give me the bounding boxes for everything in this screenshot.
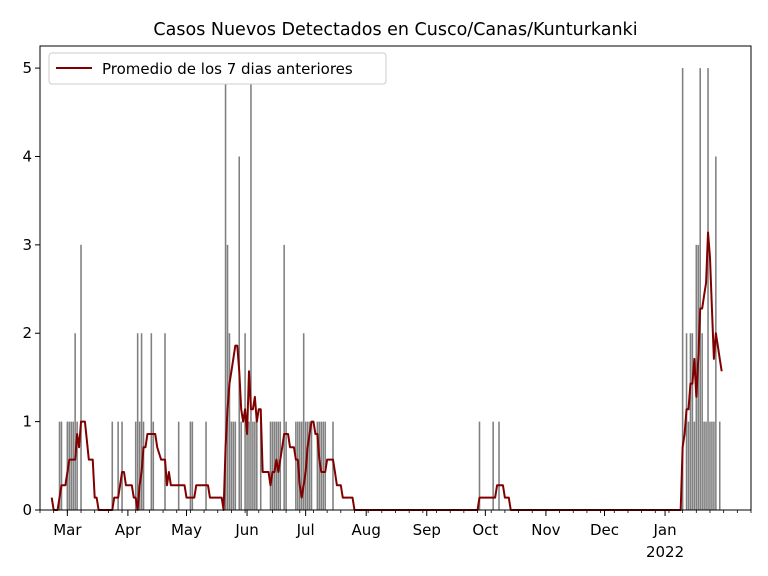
bar — [302, 333, 305, 510]
bar — [718, 421, 721, 510]
bar — [240, 421, 242, 510]
bar — [111, 421, 114, 510]
bar — [699, 68, 701, 510]
bar — [269, 421, 272, 510]
bar — [80, 244, 82, 511]
bar — [295, 421, 297, 510]
x-tick-label: Apr — [115, 521, 142, 539]
bar — [72, 421, 74, 510]
bar — [300, 421, 303, 510]
chart-title: Casos Nuevos Detectados en Cusco/Canas/K… — [153, 20, 637, 40]
bar — [177, 421, 180, 510]
bar — [142, 421, 145, 510]
bar — [117, 421, 119, 510]
y-tick-label: 2 — [22, 324, 32, 342]
bar — [136, 333, 139, 510]
bar — [74, 333, 76, 510]
bar — [164, 333, 166, 510]
bar — [248, 421, 250, 510]
bar — [705, 421, 707, 510]
bar — [306, 421, 309, 510]
legend-label: Promedio de los 7 dias anteriores — [102, 60, 353, 78]
y-tick-label: 5 — [22, 59, 32, 77]
x-tick-label: Jul — [296, 521, 315, 539]
x-tick-label: Mar — [53, 521, 82, 539]
bar — [254, 421, 256, 510]
bar — [234, 421, 237, 510]
y-axis: 0 1 2 3 4 5 — [22, 59, 40, 519]
bar — [310, 421, 313, 510]
bar — [283, 244, 285, 511]
y-tick-label: 4 — [22, 147, 32, 165]
x-tick-label: Dec — [590, 521, 619, 539]
bar — [121, 421, 123, 510]
bar — [246, 421, 248, 510]
bar — [322, 421, 325, 510]
bar — [681, 68, 684, 510]
bar — [226, 244, 229, 511]
x-tick-label: Jan — [652, 521, 676, 539]
bar — [238, 156, 241, 511]
bar — [689, 333, 692, 510]
bar — [478, 421, 481, 510]
x-tick-label: Aug — [352, 521, 381, 539]
bar — [70, 421, 73, 510]
x-tick-label: Nov — [531, 521, 560, 539]
bar — [693, 421, 696, 510]
bar — [285, 421, 287, 510]
legend: Promedio de los 7 dias anteriores — [48, 52, 387, 85]
bar — [140, 333, 143, 510]
bar — [713, 421, 715, 510]
bar — [76, 421, 78, 510]
bar — [256, 421, 258, 510]
bar — [308, 421, 311, 510]
bar — [703, 421, 705, 510]
x-tick-label: Sep — [413, 521, 441, 539]
bar — [60, 421, 63, 510]
bar — [271, 421, 274, 510]
x-tick-label: Jun — [234, 521, 258, 539]
bar — [250, 68, 252, 510]
bar — [691, 333, 694, 510]
bar — [709, 421, 711, 510]
legend-box — [48, 52, 387, 85]
bar — [138, 421, 141, 510]
y-tick-label: 0 — [22, 501, 32, 519]
bar — [134, 421, 137, 510]
bar — [701, 333, 703, 510]
bar — [232, 421, 235, 510]
bar — [299, 421, 301, 510]
x-tick-year-label: 2022 — [646, 543, 684, 561]
bar — [230, 421, 233, 510]
bar — [66, 421, 69, 510]
bar — [58, 421, 61, 510]
bar — [707, 68, 709, 510]
bar — [492, 421, 494, 510]
bar — [316, 421, 319, 510]
y-tick-label: 3 — [22, 236, 32, 254]
bar — [152, 421, 155, 510]
bar — [150, 333, 153, 510]
bar — [205, 421, 207, 510]
x-tick-label: May — [171, 521, 202, 539]
bar — [191, 421, 194, 510]
y-tick-label: 1 — [22, 413, 32, 431]
bar — [228, 333, 231, 510]
bar — [687, 421, 690, 510]
bar — [252, 421, 254, 510]
bar — [189, 421, 192, 510]
bar — [224, 68, 227, 510]
x-tick-label: Oct — [472, 521, 498, 539]
bar — [259, 421, 262, 510]
x-axis: Mar Apr May Jun Jul Aug Sep Oct Nov Dec Jan 2022 — [39, 510, 752, 561]
bar — [711, 421, 713, 510]
bar — [498, 421, 500, 510]
